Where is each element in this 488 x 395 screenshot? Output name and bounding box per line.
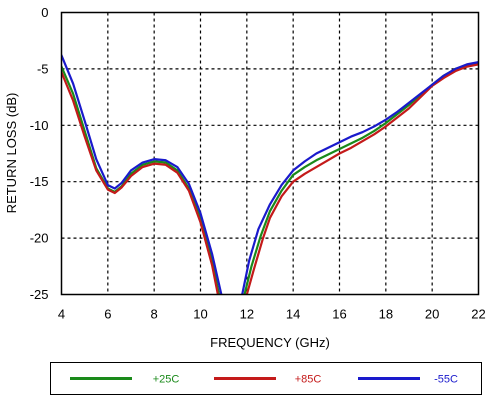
y-tick-label-0: 0 xyxy=(41,5,48,20)
series-line--55C-5 xyxy=(241,61,479,295)
y-tick-label--25: -25 xyxy=(30,287,49,302)
plot-frame xyxy=(60,11,480,296)
x-tick-label-20: 20 xyxy=(425,307,439,322)
legend-label-+25C: +25C xyxy=(153,374,180,386)
x-tick-label-4: 4 xyxy=(58,307,65,322)
x-tick-label-22: 22 xyxy=(471,307,485,322)
y-tick-label--5: -5 xyxy=(37,61,49,76)
y-axis-label: RETURN LOSS (dB) xyxy=(4,93,19,214)
y-tick-labels: 0 -5 -10 -15 -20 -25 xyxy=(30,5,49,302)
series-line--55C-4 xyxy=(61,54,223,295)
series-line-+85C-3 xyxy=(245,63,479,295)
series-line-+25C-1 xyxy=(243,62,479,295)
series-lines xyxy=(61,54,479,295)
x-tick-label-6: 6 xyxy=(104,307,111,322)
legend-label-+85C: +85C xyxy=(295,374,322,386)
legend: +25C +85C -55C xyxy=(70,374,458,386)
grid-lines xyxy=(61,12,479,295)
legend-label--55C: -55C xyxy=(434,374,458,386)
x-tick-label-12: 12 xyxy=(240,307,254,322)
x-tick-label-18: 18 xyxy=(379,307,393,322)
y-tick-label--15: -15 xyxy=(30,174,49,189)
x-tick-labels: 4 6 8 10 12 14 16 18 20 22 xyxy=(58,307,486,322)
x-tick-label-14: 14 xyxy=(286,307,300,322)
x-tick-label-8: 8 xyxy=(151,307,158,322)
x-axis-label: FREQUENCY (GHz) xyxy=(210,335,330,350)
series-line-+25C-0 xyxy=(61,65,221,295)
series-line-+85C-2 xyxy=(61,71,219,295)
x-tick-label-10: 10 xyxy=(193,307,207,322)
y-tick-label--20: -20 xyxy=(30,231,49,246)
x-tick-label-16: 16 xyxy=(332,307,346,322)
y-tick-label--10: -10 xyxy=(30,118,49,133)
